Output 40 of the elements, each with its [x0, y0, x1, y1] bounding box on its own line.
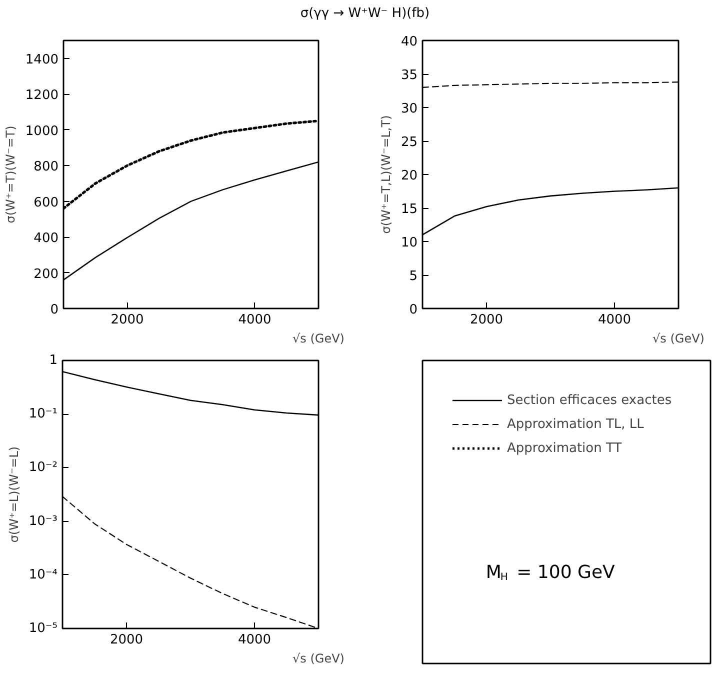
- y-tick-label: 1: [49, 353, 58, 368]
- y-tick-label: 5: [409, 269, 418, 284]
- y-tick-label: 200: [34, 266, 59, 282]
- legend-label: Approximation TL, LL: [507, 416, 644, 432]
- y-tick-label: 0: [409, 302, 418, 318]
- x-tick-label: 2000: [110, 312, 144, 328]
- y-tick-label: 10⁻³: [28, 514, 58, 529]
- x-axis-title: √s (GeV): [652, 332, 704, 346]
- x-tick-label: 4000: [238, 312, 272, 328]
- y-tick-label: 10⁻⁴: [28, 567, 58, 582]
- y-tick-label: 20: [400, 168, 418, 184]
- y-tick-label: 10⁻¹: [28, 406, 58, 422]
- x-axis-title: √s (GeV): [292, 652, 344, 666]
- y-axis-title: σ(W⁺=T)(W⁻=T): [3, 126, 18, 224]
- legend-label: Approximation TT: [507, 440, 622, 456]
- y-tick-label: 35: [400, 68, 418, 83]
- y-tick-label: 15: [400, 202, 418, 217]
- y-tick-label: 800: [34, 160, 59, 175]
- legend-label: Section efficaces exactes: [507, 392, 672, 408]
- y-tick-label: 1200: [25, 88, 59, 104]
- y-tick-label: 10⁻⁵: [28, 621, 58, 636]
- y-axis-title: σ(W⁺=T,L)(W⁻=L,T): [378, 115, 393, 234]
- y-tick-label: 600: [34, 195, 59, 210]
- x-tick-label: 2000: [470, 312, 504, 328]
- y-tick-label: 10: [400, 236, 418, 250]
- y-tick-label: 25: [400, 135, 418, 150]
- y-tick-label: 10⁻²: [28, 460, 58, 476]
- text: MH = 100 GeV: [486, 562, 616, 584]
- text: σ(γγ → W⁺W⁻ H)(fb): [300, 5, 430, 23]
- x-tick-label: 4000: [238, 632, 272, 648]
- y-tick-label: 1400: [25, 52, 59, 68]
- y-tick-label: 30: [400, 102, 418, 116]
- x-tick-label: 2000: [110, 632, 144, 648]
- y-axis-title: σ(W⁺=L)(W⁻=L): [6, 446, 21, 543]
- x-axis-title: √s (GeV): [292, 332, 344, 346]
- y-tick-label: 40: [400, 34, 418, 50]
- y-tick-label: 400: [34, 231, 59, 246]
- y-tick-label: 0: [50, 302, 59, 318]
- x-tick-label: 4000: [598, 312, 632, 328]
- y-tick-label: 1000: [25, 124, 59, 139]
